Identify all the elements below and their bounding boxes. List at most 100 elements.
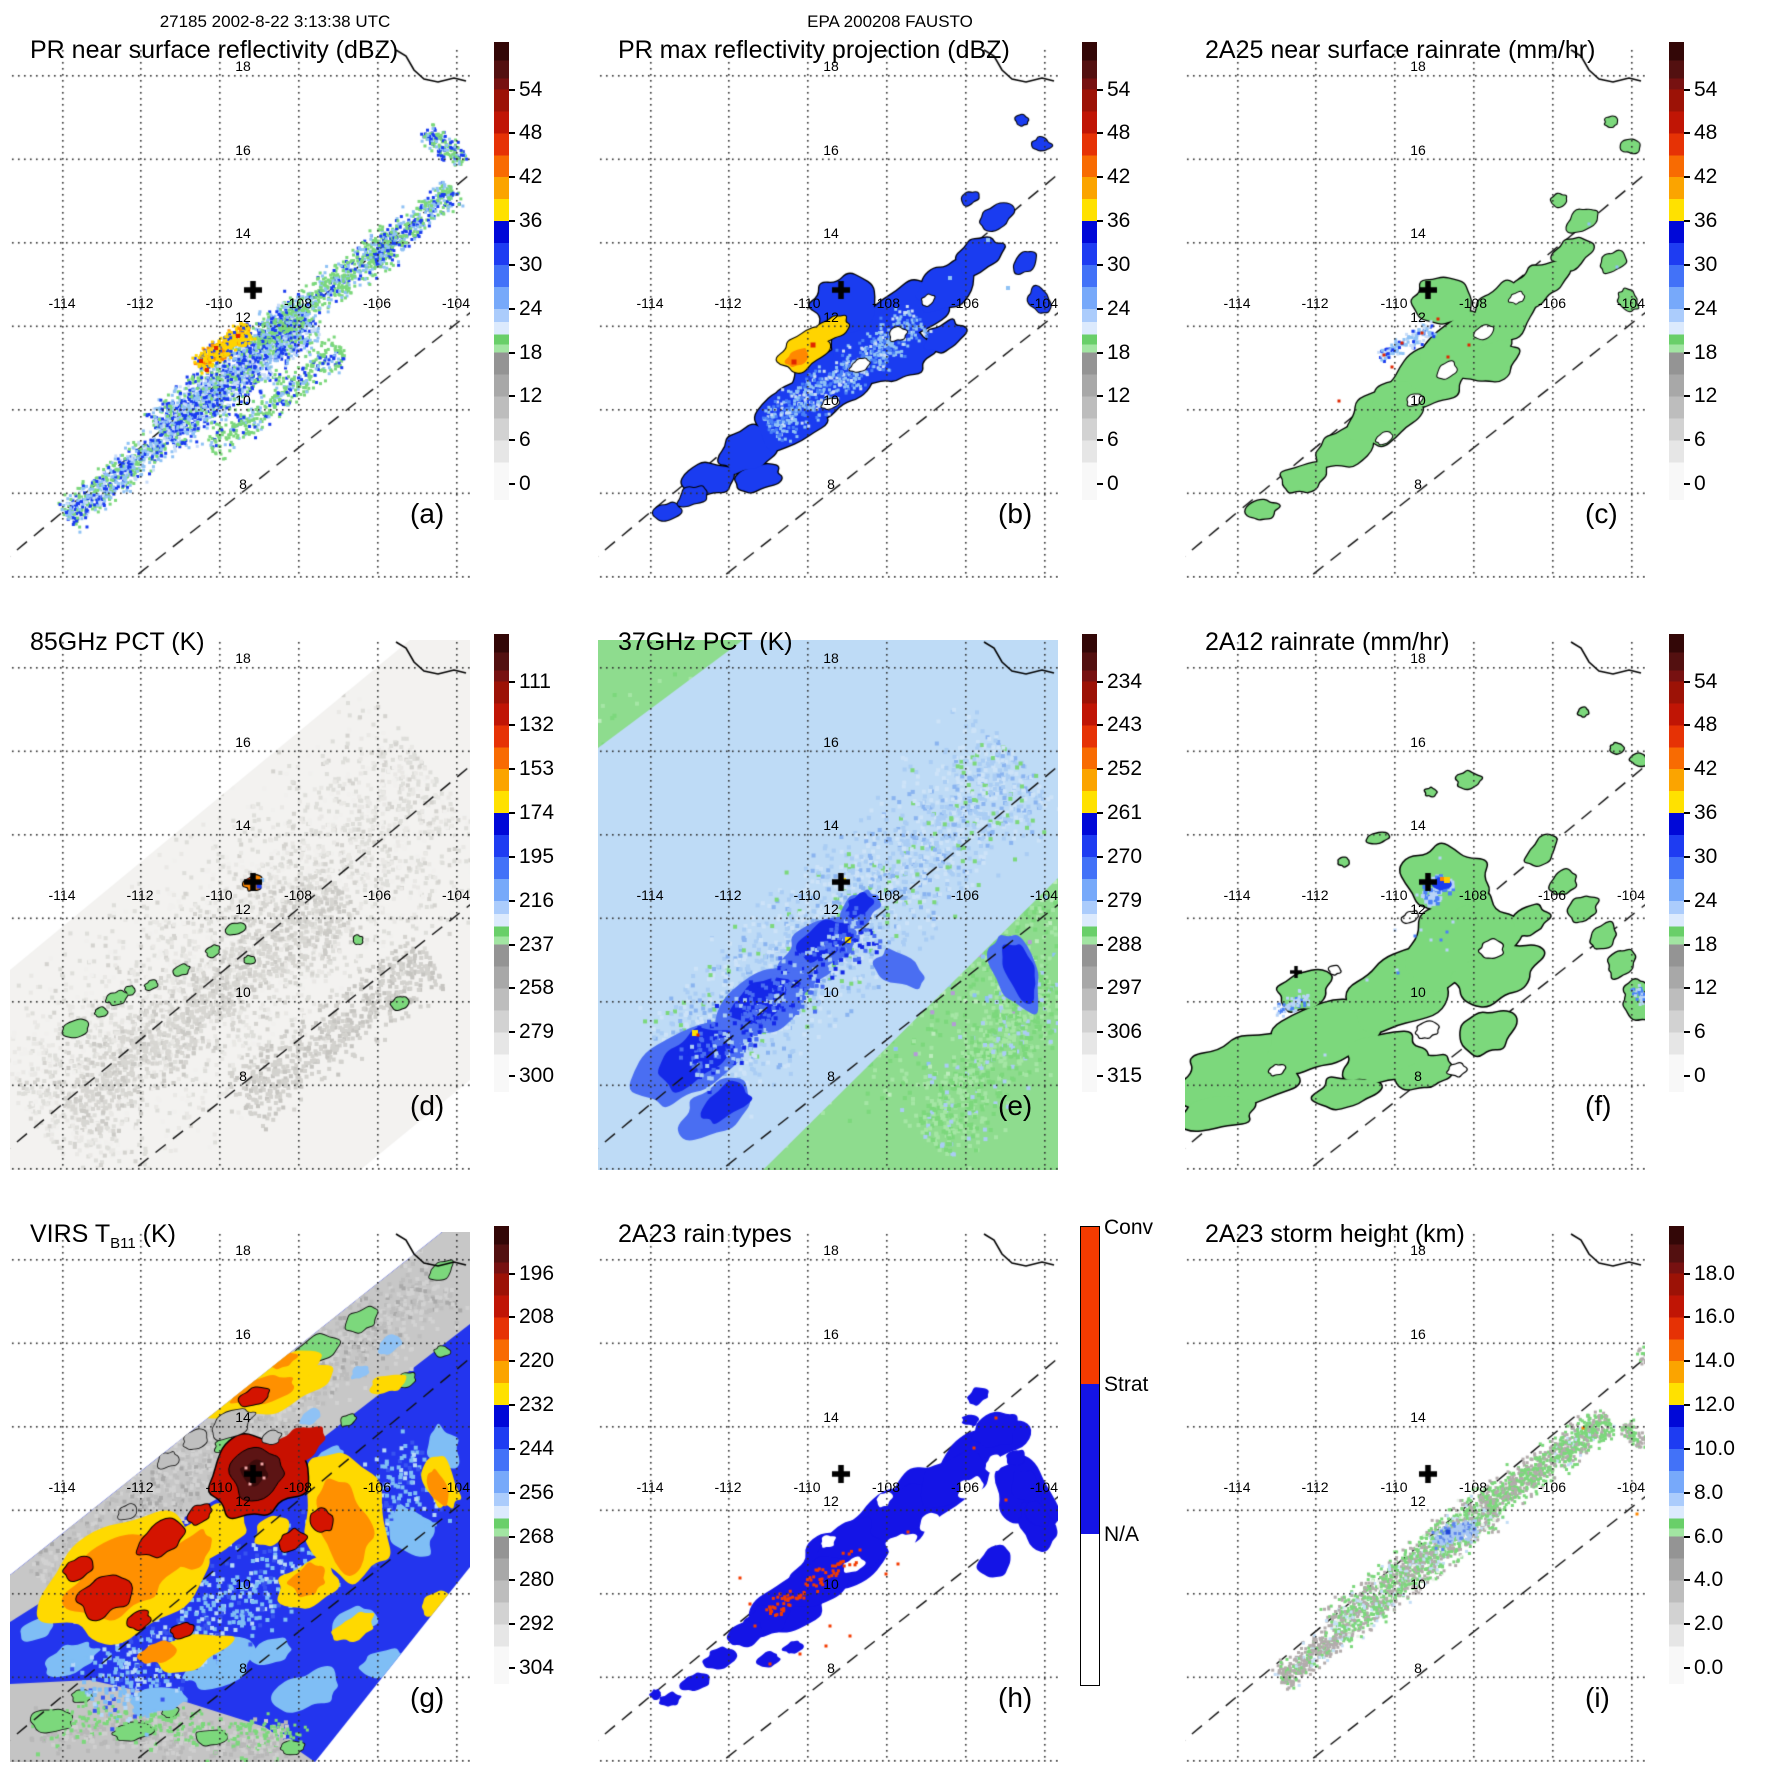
colorbar	[1669, 634, 1684, 1092]
colorbar-tick	[1684, 176, 1690, 179]
colorbar-tick-label: 196	[519, 1261, 555, 1285]
lon-label: -106	[1537, 295, 1567, 311]
map-canvas	[1185, 1232, 1645, 1762]
colorbar-segment-label: Strat	[1104, 1372, 1149, 1396]
colorbar-tick	[1684, 395, 1690, 398]
lon-label: -106	[362, 295, 392, 311]
colorbar	[1082, 42, 1097, 500]
lat-label: 8	[827, 475, 835, 492]
lon-label: -108	[871, 887, 901, 903]
colorbar	[1080, 1226, 1100, 1686]
lon-label: -110	[1380, 887, 1408, 903]
colorbar-tick-label: 18	[519, 340, 543, 364]
colorbar-tick-label: 288	[1107, 932, 1143, 956]
colorbar-tick-label: 36	[1694, 801, 1718, 825]
colorbar-tick-label: 48	[1694, 713, 1718, 737]
colorbar-tick-label: 0	[519, 472, 531, 496]
colorbar	[1669, 1226, 1684, 1684]
colorbar-tick	[1097, 943, 1103, 946]
lat-label: 12	[235, 308, 251, 325]
lon-label: -106	[950, 295, 980, 311]
lon-label: -104	[441, 1479, 471, 1495]
colorbar-tick-label: 36	[1694, 209, 1718, 233]
colorbar-tick-label: 30	[1107, 252, 1131, 276]
map-canvas	[598, 1232, 1058, 1762]
panel-title: PR near surface reflectivity (dBZ)	[30, 36, 399, 64]
lat-label: 14	[823, 1409, 839, 1425]
colorbar-tick-label: 6	[1694, 428, 1706, 452]
colorbar-tick	[509, 263, 515, 266]
panel-letter: (c)	[1585, 498, 1618, 529]
colorbar-tick-label: 16.0	[1694, 1305, 1735, 1329]
colorbar-tick	[1097, 132, 1103, 135]
colorbar-tick-label: 54	[1694, 77, 1718, 101]
colorbar-tick-label: 42	[1694, 165, 1718, 189]
colorbar-tick	[1097, 220, 1103, 223]
colorbar-tick-label: 4.0	[1694, 1568, 1724, 1592]
panel-letter: (e)	[998, 1090, 1033, 1121]
colorbar-tick	[509, 724, 515, 727]
colorbar-tick-label: 30	[1694, 252, 1718, 276]
colorbar-tick-label: 0	[1107, 472, 1119, 496]
colorbar-tick	[1684, 899, 1690, 902]
colorbar-tick	[509, 88, 515, 91]
map-canvas	[1185, 48, 1645, 578]
colorbar-tick-label: 14.0	[1694, 1349, 1735, 1373]
lon-label: -104	[1616, 295, 1646, 311]
lon-label: -104	[1029, 295, 1059, 311]
colorbar-tick-label: 244	[519, 1436, 555, 1460]
colorbar-tick-label: 252	[1107, 757, 1143, 781]
lat-label: 18	[823, 650, 839, 666]
colorbar-tick-label: 315	[1107, 1064, 1143, 1088]
colorbar-tick-label: 153	[519, 757, 555, 781]
colorbar-tick	[1684, 812, 1690, 815]
colorbar-tick	[509, 1623, 515, 1626]
colorbar-tick-label: 12.0	[1694, 1393, 1735, 1417]
lon-label: -114	[636, 1479, 664, 1495]
lat-label: 16	[823, 733, 839, 750]
colorbar-tick-label: 42	[1107, 165, 1131, 189]
panel-letter: (a)	[410, 498, 445, 529]
lat-label: 18	[235, 650, 251, 666]
panel-letter: (g)	[410, 1682, 445, 1713]
colorbar-tick-label: 18.0	[1694, 1261, 1735, 1285]
colorbar-tick	[509, 1316, 515, 1319]
lon-label: -108	[283, 295, 313, 311]
lat-label: 10	[823, 392, 839, 408]
colorbar-tick-label: 280	[519, 1568, 555, 1592]
lat-label: 8	[827, 1067, 835, 1084]
colorbar-tick	[1684, 1404, 1690, 1407]
colorbar-tick-label: 30	[1694, 844, 1718, 868]
lat-label: 18	[1410, 1242, 1426, 1258]
lon-label: -108	[283, 1479, 313, 1495]
colorbar-tick	[1684, 943, 1690, 946]
colorbar-tick-label: 12	[1694, 384, 1718, 408]
colorbar-tick	[1684, 1667, 1690, 1670]
colorbar-tick	[1684, 483, 1690, 486]
colorbar-segment	[1081, 1227, 1099, 1384]
colorbar-tick	[1097, 899, 1103, 902]
colorbar-tick	[1684, 1031, 1690, 1034]
colorbar-tick	[1684, 132, 1690, 135]
lat-label: 12	[823, 900, 839, 917]
colorbar-tick	[509, 855, 515, 858]
panel-letter: (b)	[998, 498, 1033, 529]
colorbar-tick	[1684, 987, 1690, 990]
colorbar-tick	[1684, 439, 1690, 442]
colorbar-tick	[509, 987, 515, 990]
colorbar-tick	[509, 943, 515, 946]
colorbar-tick-label: 36	[519, 209, 543, 233]
lat-label: 10	[1410, 392, 1426, 408]
lat-label: 16	[1410, 733, 1426, 750]
colorbar-tick	[509, 220, 515, 223]
colorbar-tick-label: 268	[519, 1524, 555, 1548]
lon-label: -108	[1458, 295, 1488, 311]
lat-label: 16	[1410, 1325, 1426, 1342]
colorbar-tick	[509, 1272, 515, 1275]
colorbar-tick	[509, 307, 515, 310]
colorbar-segment-label: Conv	[1104, 1216, 1154, 1239]
panel-title: VIRS TB11 (K)	[30, 1220, 176, 1252]
lon-label: -114	[48, 295, 76, 311]
lon-label: -114	[636, 887, 664, 903]
lon-label: -104	[1029, 1479, 1059, 1495]
